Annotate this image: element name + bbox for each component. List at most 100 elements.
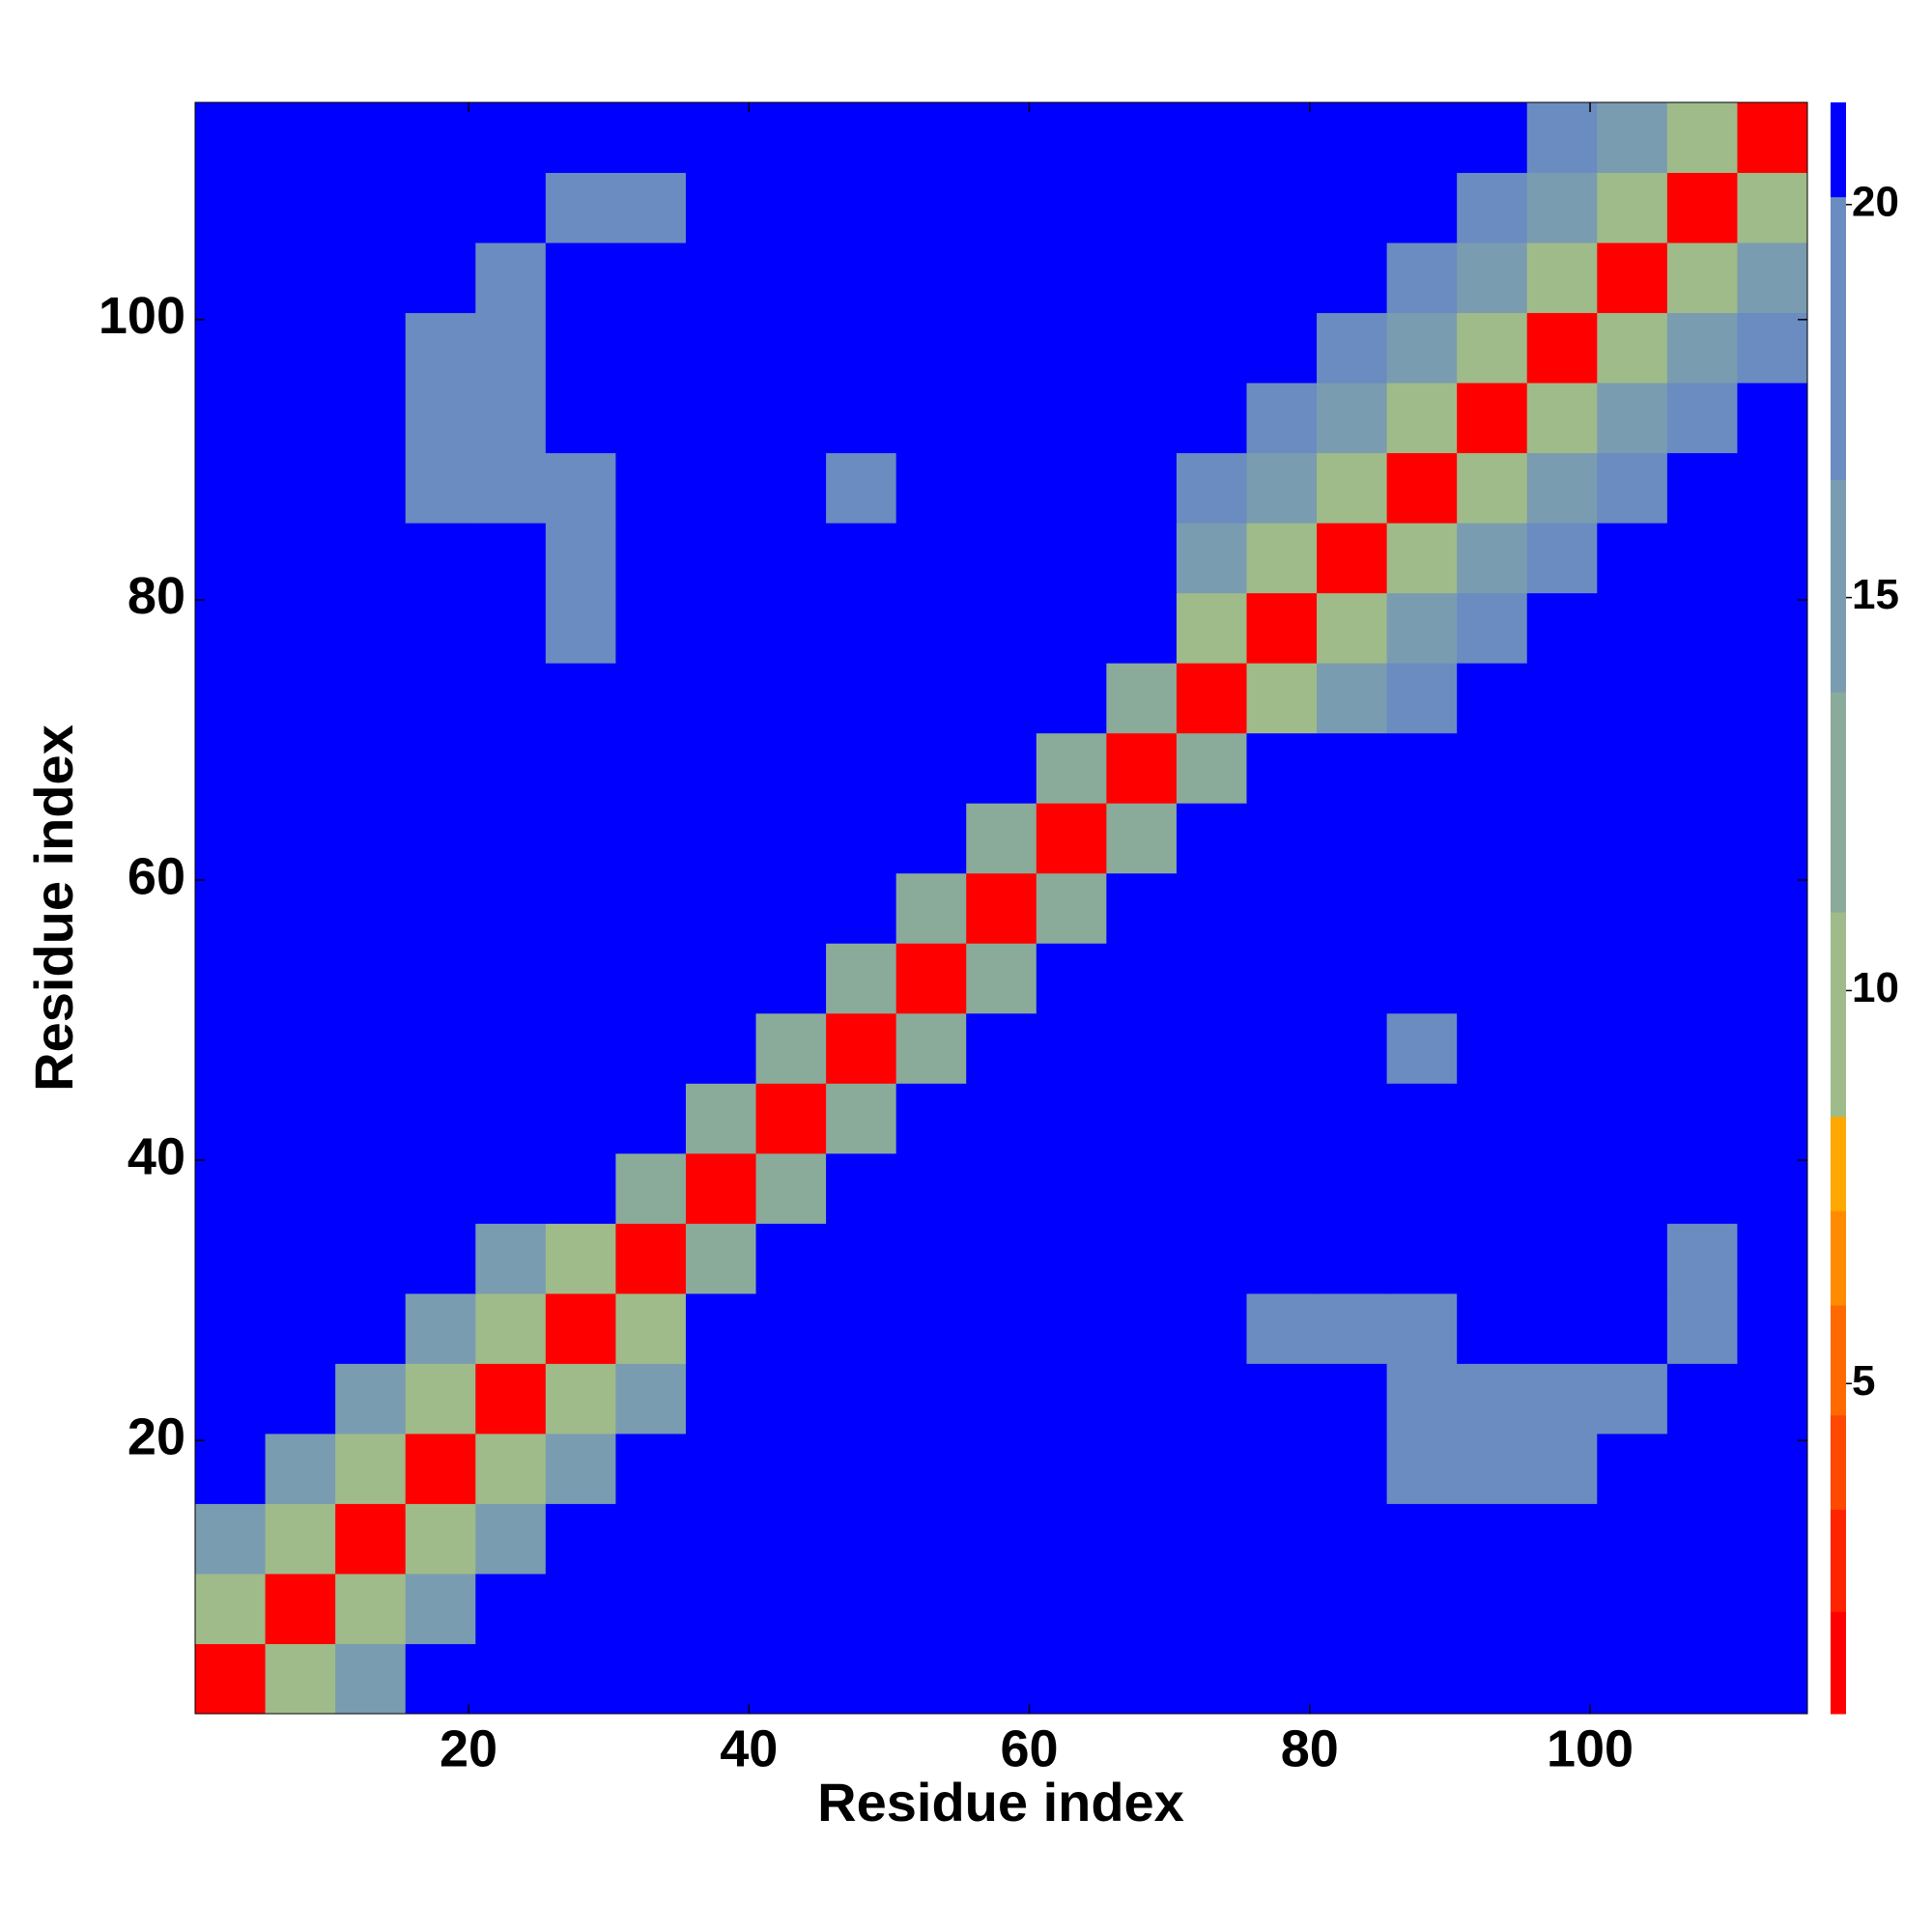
heatmap-cell bbox=[405, 1503, 476, 1575]
heatmap-cell bbox=[475, 1503, 547, 1575]
heatmap-cell bbox=[1176, 1363, 1247, 1435]
heatmap-cell bbox=[335, 872, 407, 944]
heatmap-cell bbox=[1386, 803, 1458, 874]
heatmap-cell bbox=[1386, 102, 1458, 174]
heatmap-cell bbox=[1737, 1433, 1808, 1504]
heatmap-cell bbox=[1106, 383, 1178, 454]
heatmap-cell bbox=[195, 663, 267, 734]
heatmap-cell bbox=[265, 1223, 336, 1294]
heatmap-cell bbox=[1176, 803, 1247, 874]
heatmap-cell bbox=[1737, 732, 1808, 804]
heatmap-cell bbox=[1176, 1152, 1247, 1224]
heatmap-cell bbox=[755, 872, 827, 944]
heatmap-cell bbox=[1737, 663, 1808, 734]
heatmap-cell bbox=[1246, 592, 1318, 664]
heatmap-cell bbox=[755, 172, 827, 243]
heatmap-cell bbox=[1106, 592, 1178, 664]
heatmap-cell bbox=[966, 1363, 1037, 1435]
heatmap-cell bbox=[1737, 1573, 1808, 1644]
heatmap-cell bbox=[335, 663, 407, 734]
heatmap-cell bbox=[1246, 1012, 1318, 1084]
heatmap-cell bbox=[1737, 242, 1808, 314]
heatmap-cell bbox=[826, 383, 897, 454]
heatmap-cell bbox=[1457, 102, 1528, 174]
heatmap-cell bbox=[1597, 1363, 1668, 1435]
y-tick-label: 20 bbox=[128, 1407, 185, 1465]
heatmap-cell bbox=[685, 1083, 757, 1154]
heatmap-cell bbox=[265, 803, 336, 874]
heatmap-cell bbox=[545, 1363, 616, 1435]
heatmap-cell bbox=[475, 1293, 547, 1364]
heatmap-cell bbox=[195, 1363, 267, 1435]
heatmap-cell bbox=[405, 1012, 476, 1084]
heatmap-cell bbox=[1246, 383, 1318, 454]
heatmap-cell bbox=[1597, 592, 1668, 664]
heatmap-cell bbox=[1666, 1152, 1738, 1224]
heatmap-cell bbox=[615, 1503, 687, 1575]
heatmap-cell bbox=[1597, 1083, 1668, 1154]
heatmap-cell bbox=[195, 1573, 267, 1644]
heatmap-cell bbox=[475, 872, 547, 944]
heatmap-cell bbox=[1457, 1503, 1528, 1575]
heatmap-cell bbox=[895, 1643, 967, 1715]
heatmap-cell bbox=[895, 1293, 967, 1364]
heatmap-cell bbox=[1597, 663, 1668, 734]
heatmap-cell bbox=[1036, 1012, 1107, 1084]
heatmap-cell bbox=[475, 1083, 547, 1154]
heatmap-cell bbox=[1317, 1643, 1388, 1715]
heatmap-cell bbox=[685, 663, 757, 734]
heatmap-cell bbox=[1176, 1293, 1247, 1364]
heatmap-cell bbox=[1737, 1223, 1808, 1294]
heatmap-cell bbox=[475, 1643, 547, 1715]
heatmap-cell bbox=[1666, 663, 1738, 734]
heatmap-cell bbox=[826, 1293, 897, 1364]
heatmap-cell bbox=[1526, 1083, 1598, 1154]
heatmap-cell bbox=[1036, 1573, 1107, 1644]
heatmap-cell bbox=[1386, 1152, 1458, 1224]
heatmap-cell bbox=[1036, 1293, 1107, 1364]
heatmap-cell bbox=[195, 452, 267, 524]
heatmap-cell bbox=[405, 663, 476, 734]
heatmap-cell bbox=[405, 1152, 476, 1224]
heatmap-cell bbox=[685, 1223, 757, 1294]
heatmap-cell bbox=[1386, 663, 1458, 734]
heatmap-cell bbox=[615, 732, 687, 804]
heatmap-cell bbox=[1386, 1293, 1458, 1364]
y-axis-label: Residue index bbox=[23, 724, 84, 1092]
heatmap-cell bbox=[1597, 943, 1668, 1014]
heatmap-cell bbox=[1666, 242, 1738, 314]
heatmap-cell bbox=[265, 592, 336, 664]
heatmap-cell bbox=[475, 242, 547, 314]
heatmap-cell bbox=[1737, 102, 1808, 174]
heatmap-cell bbox=[1246, 1363, 1318, 1435]
heatmap-cell bbox=[1666, 312, 1738, 384]
x-tick-label: 20 bbox=[440, 1719, 497, 1777]
heatmap-cell bbox=[895, 242, 967, 314]
heatmap-cell bbox=[1666, 452, 1738, 524]
heatmap-cell bbox=[1246, 242, 1318, 314]
heatmap-cell bbox=[475, 1223, 547, 1294]
heatmap-cell bbox=[1106, 312, 1178, 384]
heatmap-cell bbox=[265, 943, 336, 1014]
heatmap-cell bbox=[1317, 1012, 1388, 1084]
heatmap-cell bbox=[545, 663, 616, 734]
heatmap-cell bbox=[195, 592, 267, 664]
heatmap-cell bbox=[1176, 872, 1247, 944]
heatmap-cell bbox=[405, 1293, 476, 1364]
heatmap-cell bbox=[615, 943, 687, 1014]
heatmap-cell bbox=[685, 592, 757, 664]
heatmap-cell bbox=[475, 663, 547, 734]
heatmap-cell bbox=[1317, 1433, 1388, 1504]
heatmap-cell bbox=[335, 1363, 407, 1435]
heatmap-cell bbox=[895, 1152, 967, 1224]
heatmap-cell bbox=[405, 1573, 476, 1644]
heatmap-cell bbox=[615, 592, 687, 664]
heatmap-cell bbox=[1597, 1152, 1668, 1224]
heatmap-cell bbox=[1317, 172, 1388, 243]
heatmap-cell bbox=[826, 872, 897, 944]
heatmap-cell bbox=[826, 1433, 897, 1504]
heatmap-cell bbox=[1666, 1083, 1738, 1154]
colorbar-segment bbox=[1831, 196, 1846, 481]
heatmap-cell bbox=[1597, 732, 1668, 804]
heatmap-cell bbox=[1526, 1152, 1598, 1224]
